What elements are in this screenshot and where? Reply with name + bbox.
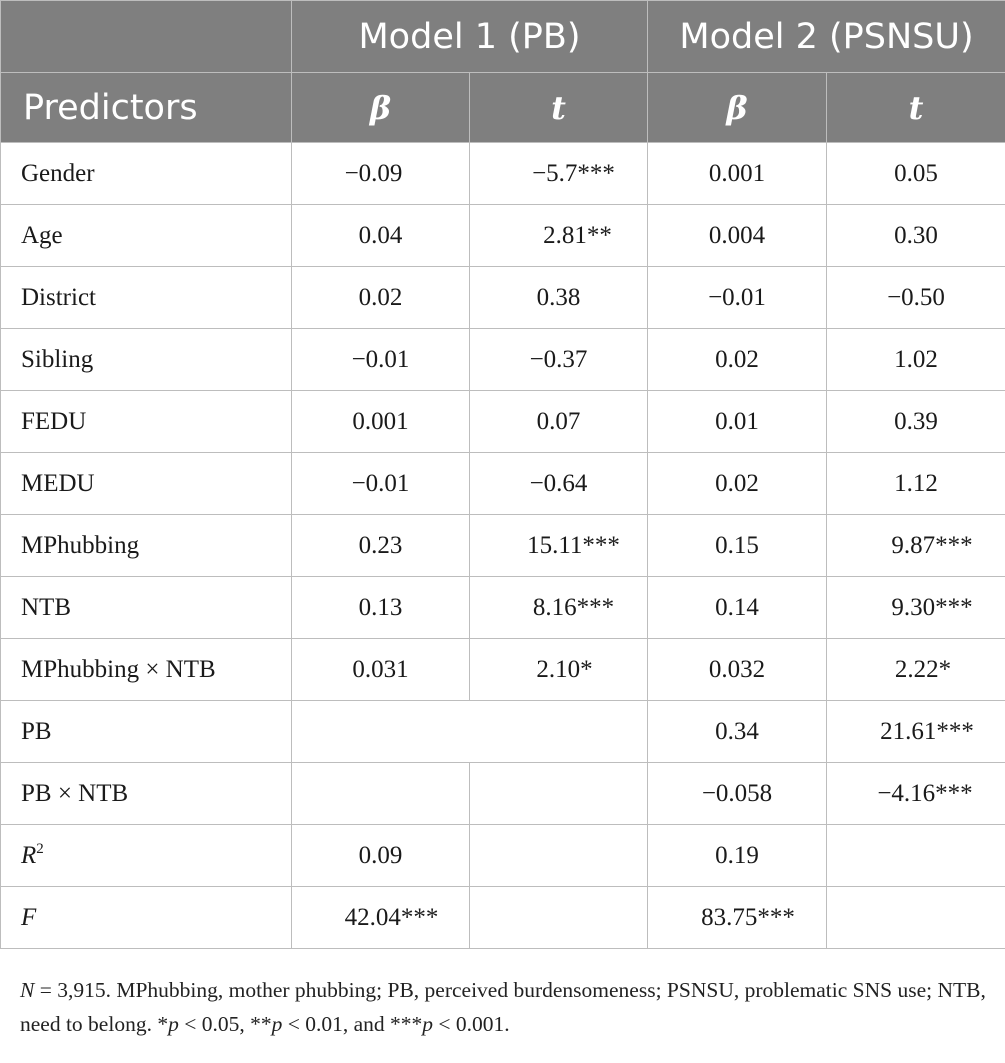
m2-t-cell: 21.61*** (825, 700, 1005, 763)
r2-m1-empty-cell (469, 824, 648, 887)
m2-beta-cell: 0.004 (647, 204, 827, 267)
m1-t-cell: 2.81** (469, 204, 648, 267)
m1-beta-cell: −0.09 (291, 142, 470, 205)
m1-beta-cell: 0.23 (291, 514, 470, 577)
m2-beta-cell: 0.15 (647, 514, 827, 577)
model1-beta-header: β (291, 72, 470, 143)
m1-t-cell: −0.64 (469, 452, 648, 515)
row-label: PB × NTB (0, 762, 292, 825)
row-label: Age (0, 204, 292, 267)
row-label: MPhubbing × NTB (0, 638, 292, 701)
m1-t-cell: 0.38 (469, 266, 648, 329)
table-row: FEDU 0.001 0.07 0.01 0.39 (0, 390, 1005, 453)
row-label: Gender (0, 142, 292, 205)
model1-t-header: t (469, 72, 648, 143)
m2-beta-cell: 0.14 (647, 576, 827, 639)
model2-header: Model 2 (PSNSU) (646, 0, 1005, 73)
table-row: F 42.04*** 83.75*** (0, 886, 1005, 949)
table-row: MPhubbing × NTB 0.031 2.10* 0.032 2.22* (0, 638, 1005, 701)
m2-beta-cell: 0.34 (647, 700, 827, 763)
row-label: FEDU (0, 390, 292, 453)
row-label: MPhubbing (0, 514, 292, 577)
m2-t-cell: −0.50 (825, 266, 1005, 329)
m1-beta-cell: 0.001 (291, 390, 470, 453)
r2-m2-cell: 0.19 (647, 824, 827, 887)
m2-beta-cell: 0.032 (647, 638, 827, 701)
table-row: Gender −0.09 −5.7*** 0.001 0.05 (0, 142, 1005, 205)
header-empty-cell (0, 0, 292, 73)
m2-t-cell: 0.39 (825, 390, 1005, 453)
m1-t-cell: 2.10* (469, 638, 648, 701)
model2-beta-header: β (647, 72, 827, 143)
f-m1-empty-cell (469, 886, 648, 949)
m1-beta-cell: −0.01 (291, 328, 470, 391)
m1-t-cell (469, 762, 648, 825)
table-footnote: N = 3,915. MPhubbing, mother phubbing; P… (20, 978, 986, 1036)
table-row: Sibling −0.01 −0.37 0.02 1.02 (0, 328, 1005, 391)
model1-header: Model 1 (PB) (291, 0, 648, 73)
row-label: PB (0, 700, 292, 763)
m2-t-cell: 2.22* (825, 638, 1005, 701)
m1-beta-cell: 0.031 (291, 638, 470, 701)
m2-t-cell: −4.16*** (825, 762, 1005, 825)
table-row: PB 0.34 21.61*** (0, 700, 1005, 763)
table-row: PB × NTB −0.058 −4.16*** (0, 762, 1005, 825)
f-m2-empty-cell (825, 886, 1005, 949)
m2-beta-cell: −0.058 (647, 762, 827, 825)
m2-beta-cell: 0.02 (647, 328, 827, 391)
m2-t-cell: 9.87*** (825, 514, 1005, 577)
m2-t-cell: 1.12 (825, 452, 1005, 515)
m1-t-cell: 15.11*** (469, 514, 648, 577)
m2-beta-cell: −0.01 (647, 266, 827, 329)
m2-beta-cell: 0.001 (647, 142, 827, 205)
m2-t-cell: 9.30*** (825, 576, 1005, 639)
r2-m1-cell: 0.09 (291, 824, 470, 887)
table-row: MPhubbing 0.23 15.11*** 0.15 9.87*** (0, 514, 1005, 577)
model2-t-header: t (825, 72, 1005, 143)
m1-beta-cell (291, 762, 470, 825)
m1-empty-cell (291, 700, 648, 763)
predictors-header: Predictors (0, 72, 292, 143)
table-row: NTB 0.13 8.16*** 0.14 9.30*** (0, 576, 1005, 639)
m2-t-cell: 0.30 (825, 204, 1005, 267)
m2-t-cell: 0.05 (825, 142, 1005, 205)
regression-table: Model 1 (PB) Model 2 (PSNSU) Predictors … (0, 0, 1005, 949)
m2-t-cell: 1.02 (825, 328, 1005, 391)
row-label: Sibling (0, 328, 292, 391)
m1-t-cell: 8.16*** (469, 576, 648, 639)
m1-t-cell: −0.37 (469, 328, 648, 391)
f-label: F (0, 886, 292, 949)
m1-beta-cell: 0.04 (291, 204, 470, 267)
r2-label: R2 (0, 824, 292, 887)
table-body: Gender −0.09 −5.7*** 0.001 0.05 Age 0.04… (0, 142, 1005, 949)
m1-beta-cell: 0.02 (291, 266, 470, 329)
row-label: MEDU (0, 452, 292, 515)
table-header: Model 1 (PB) Model 2 (PSNSU) Predictors … (0, 0, 1005, 143)
f-m1-cell: 42.04*** (291, 886, 470, 949)
r2-m2-empty-cell (825, 824, 1005, 887)
m1-t-cell: 0.07 (469, 390, 648, 453)
row-label: NTB (0, 576, 292, 639)
f-m2-cell: 83.75*** (647, 886, 827, 949)
table-row: Age 0.04 2.81** 0.004 0.30 (0, 204, 1005, 267)
m2-beta-cell: 0.02 (647, 452, 827, 515)
table-row: R2 0.09 0.19 (0, 824, 1005, 887)
row-label: District (0, 266, 292, 329)
m1-t-cell: −5.7*** (469, 142, 648, 205)
table-row: MEDU −0.01 −0.64 0.02 1.12 (0, 452, 1005, 515)
m1-beta-cell: −0.01 (291, 452, 470, 515)
table-row: District 0.02 0.38 −0.01 −0.50 (0, 266, 1005, 329)
m2-beta-cell: 0.01 (647, 390, 827, 453)
m1-beta-cell: 0.13 (291, 576, 470, 639)
